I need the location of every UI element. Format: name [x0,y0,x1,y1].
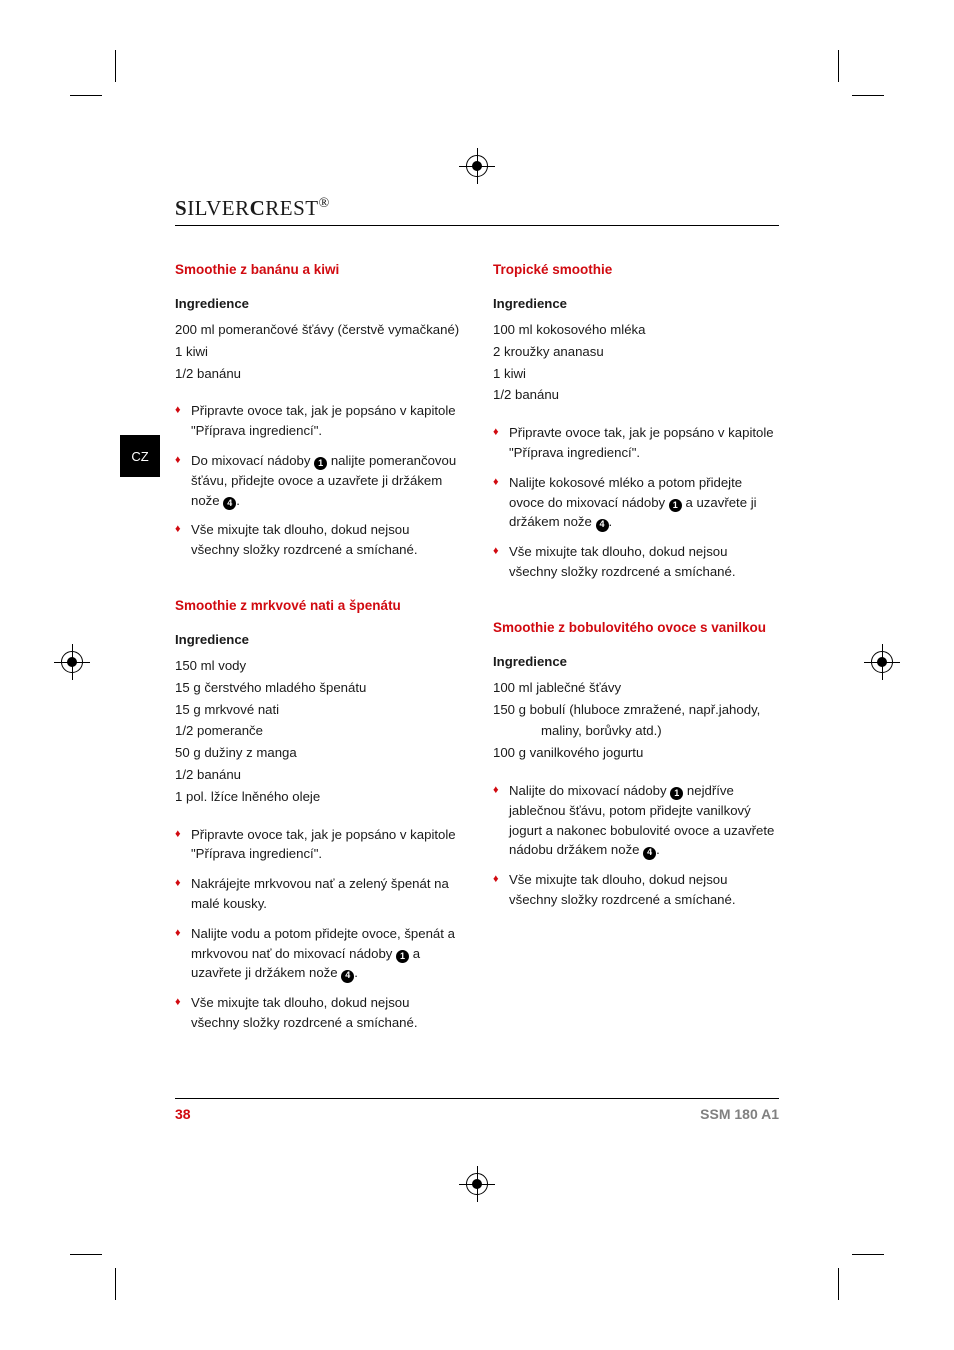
step-item: Nakrájejte mrkvovou nať a zelený špenát … [175,874,461,914]
page-content: SILVERCREST® Smoothie z banánu a kiwi In… [175,196,779,1043]
steps-list: Připravte ovoce tak, jak je popsáno v ka… [493,423,779,582]
brand-logo: SILVERCREST® [175,196,779,221]
recipe-title: Smoothie z banánu a kiwi [175,260,461,280]
step-text: Vše mixujte tak dlouho, dokud nejsou vše… [509,544,736,579]
step-item: Nalijte vodu a potom přidejte ovoce, špe… [175,924,461,983]
step-text: Vše mixujte tak dlouho, dokud nejsou vše… [191,995,418,1030]
steps-list: Nalijte do mixovací nádoby 1 nejdříve ja… [493,781,779,910]
logo-text: ILVER [187,196,249,220]
logo-text: C [250,196,266,220]
step-item: Připravte ovoce tak, jak je popsáno v ka… [175,825,461,865]
step-text: Vše mixujte tak dlouho, dokud nejsou vše… [191,522,418,557]
ingredient-line: 1/2 banánu [175,765,461,785]
ingredient-line: 1/2 banánu [493,385,779,405]
ingredient-line: 150 g bobulí (hluboce zmražené, např.jah… [493,700,779,720]
logo-text: REST [265,196,318,220]
step-text: Do mixovací nádoby [191,453,314,468]
step-item: Nalijte kokosové mléko a potom přidejte … [493,473,779,532]
crop-mark [70,1254,102,1255]
ingredient-line: 1/2 pomeranče [175,721,461,741]
ingredient-line: 100 ml jablečné šťávy [493,678,779,698]
step-text: Připravte ovoce tak, jak je popsáno v ka… [191,827,456,862]
recipe-title: Tropické smoothie [493,260,779,280]
ingredient-line: 15 g mrkvové nati [175,700,461,720]
step-text: Připravte ovoce tak, jak je popsáno v ka… [509,425,774,460]
ingredients-heading: Ingredience [493,652,779,672]
ingredient-line: 150 ml vody [175,656,461,676]
ingredient-line: maliny, borůvky atd.) [493,721,779,741]
left-column: Smoothie z banánu a kiwi Ingredience 200… [175,260,461,1043]
reference-icon: 4 [596,519,609,532]
step-item: Vše mixujte tak dlouho, dokud nejsou vše… [175,520,461,560]
crop-mark [838,1268,839,1300]
logo-text: ® [319,196,330,211]
crop-mark [115,1268,116,1300]
step-item: Připravte ovoce tak, jak je popsáno v ka… [493,423,779,463]
step-text: Připravte ovoce tak, jak je popsáno v ka… [191,403,456,438]
reference-icon: 1 [314,457,327,470]
recipe-title: Smoothie z mrkvové nati a špenátu [175,596,461,616]
reference-icon: 1 [396,950,409,963]
steps-list: Připravte ovoce tak, jak je popsáno v ka… [175,401,461,560]
step-text: Nakrájejte mrkvovou nať a zelený špenát … [191,876,449,911]
step-item: Do mixovací nádoby 1 nalijte pomerančovo… [175,451,461,510]
ingredient-line: 1 kiwi [493,364,779,384]
recipe-section: Smoothie z bobulovitého ovoce s vanilkou… [493,618,779,910]
step-text: Vše mixujte tak dlouho, dokud nejsou vše… [509,872,736,907]
reference-icon: 4 [643,847,656,860]
crop-mark [852,1254,884,1255]
reference-icon: 1 [669,499,682,512]
step-text: . [236,493,240,508]
ingredient-line: 200 ml pomerančové šťávy (čerstvě vymačk… [175,320,461,340]
step-text: Nalijte do mixovací nádoby [509,783,670,798]
registration-mark-icon [463,152,491,180]
ingredient-line: 2 kroužky ananasu [493,342,779,362]
crop-mark [838,50,839,82]
reference-icon: 1 [670,787,683,800]
ingredient-line-continuation: maliny, borůvky atd.) [493,721,779,741]
step-item: Nalijte do mixovací nádoby 1 nejdříve ja… [493,781,779,860]
ingredient-line: 50 g dužiny z manga [175,743,461,763]
crop-mark [70,95,102,96]
footer-rule [175,1098,779,1099]
step-text: . [609,514,613,529]
recipe-section: Smoothie z mrkvové nati a špenátu Ingred… [175,596,461,1033]
recipe-section: Smoothie z banánu a kiwi Ingredience 200… [175,260,461,560]
recipe-title: Smoothie z bobulovitého ovoce s vanilkou [493,618,779,638]
language-tab: CZ [120,435,160,477]
header-rule [175,225,779,226]
registration-mark-icon [868,648,896,676]
step-item: Vše mixujte tak dlouho, dokud nejsou vše… [175,993,461,1033]
ingredients-heading: Ingredience [175,630,461,650]
step-text: . [656,842,660,857]
step-item: Vše mixujte tak dlouho, dokud nejsou vše… [493,542,779,582]
right-column: Tropické smoothie Ingredience 100 ml kok… [493,260,779,1043]
step-item: Připravte ovoce tak, jak je popsáno v ka… [175,401,461,441]
ingredients-heading: Ingredience [493,294,779,314]
steps-list: Připravte ovoce tak, jak je popsáno v ka… [175,825,461,1033]
logo-text: S [175,196,187,220]
recipe-section: Tropické smoothie Ingredience 100 ml kok… [493,260,779,582]
registration-mark-icon [463,1170,491,1198]
ingredient-line: 1 pol. lžíce lněného oleje [175,787,461,807]
ingredient-line: 100 g vanilkového jogurtu [493,743,779,763]
reference-icon: 4 [341,970,354,983]
crop-mark [852,95,884,96]
registration-mark-icon [58,648,86,676]
model-number: SSM 180 A1 [700,1106,779,1122]
ingredient-line: 1/2 banánu [175,364,461,384]
page-number: 38 [175,1106,191,1122]
ingredient-line: 15 g čerstvého mladého špenátu [175,678,461,698]
crop-mark [115,50,116,82]
step-item: Vše mixujte tak dlouho, dokud nejsou vše… [493,870,779,910]
step-text: . [354,965,358,980]
ingredient-line: 1 kiwi [175,342,461,362]
reference-icon: 4 [223,497,236,510]
ingredients-heading: Ingredience [175,294,461,314]
ingredient-line: 100 ml kokosového mléka [493,320,779,340]
